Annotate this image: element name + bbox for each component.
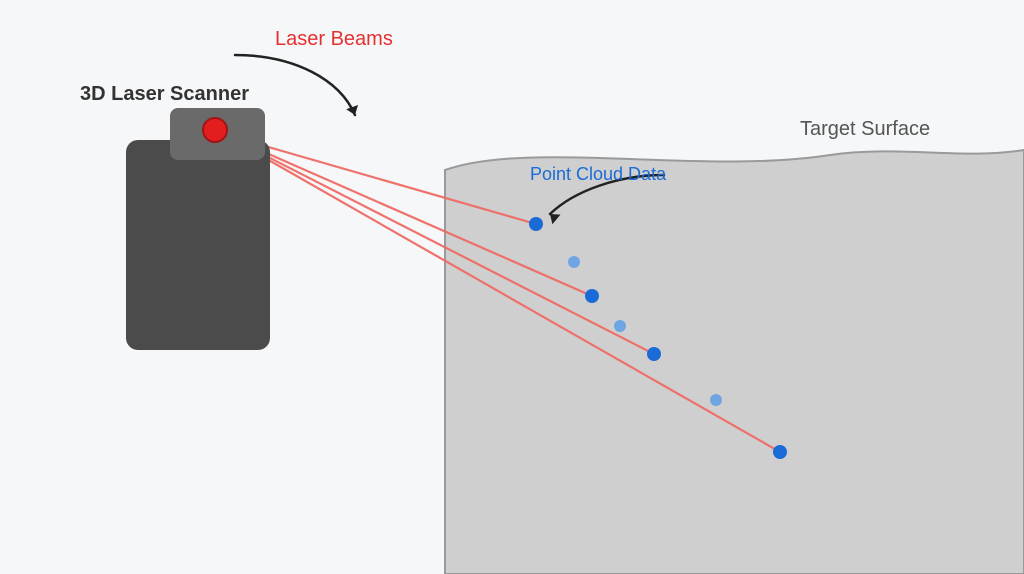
point-primary-3 bbox=[773, 445, 787, 459]
point-primary-1 bbox=[585, 289, 599, 303]
point-secondary-1 bbox=[614, 320, 626, 332]
scanner-emitter bbox=[203, 118, 227, 142]
point-primary-0 bbox=[529, 217, 543, 231]
diagram-svg: 3D Laser Scanner Laser Beams Target Surfac… bbox=[0, 0, 1024, 574]
scanner-body bbox=[126, 140, 270, 350]
scanner-label: 3D Laser Scanner bbox=[80, 83, 249, 105]
target-surface-label: Target Surface bbox=[800, 118, 930, 140]
point-secondary-2 bbox=[710, 394, 722, 406]
laser-beams-label: Laser Beams bbox=[275, 28, 393, 50]
point-secondary-0 bbox=[568, 256, 580, 268]
target-surface-shape bbox=[445, 150, 1024, 574]
diagram-canvas: 3D Laser Scanner Laser Beams Target Surfac… bbox=[0, 0, 1024, 574]
point-cloud-label: Point Cloud Data bbox=[530, 164, 667, 184]
point-primary-2 bbox=[647, 347, 661, 361]
